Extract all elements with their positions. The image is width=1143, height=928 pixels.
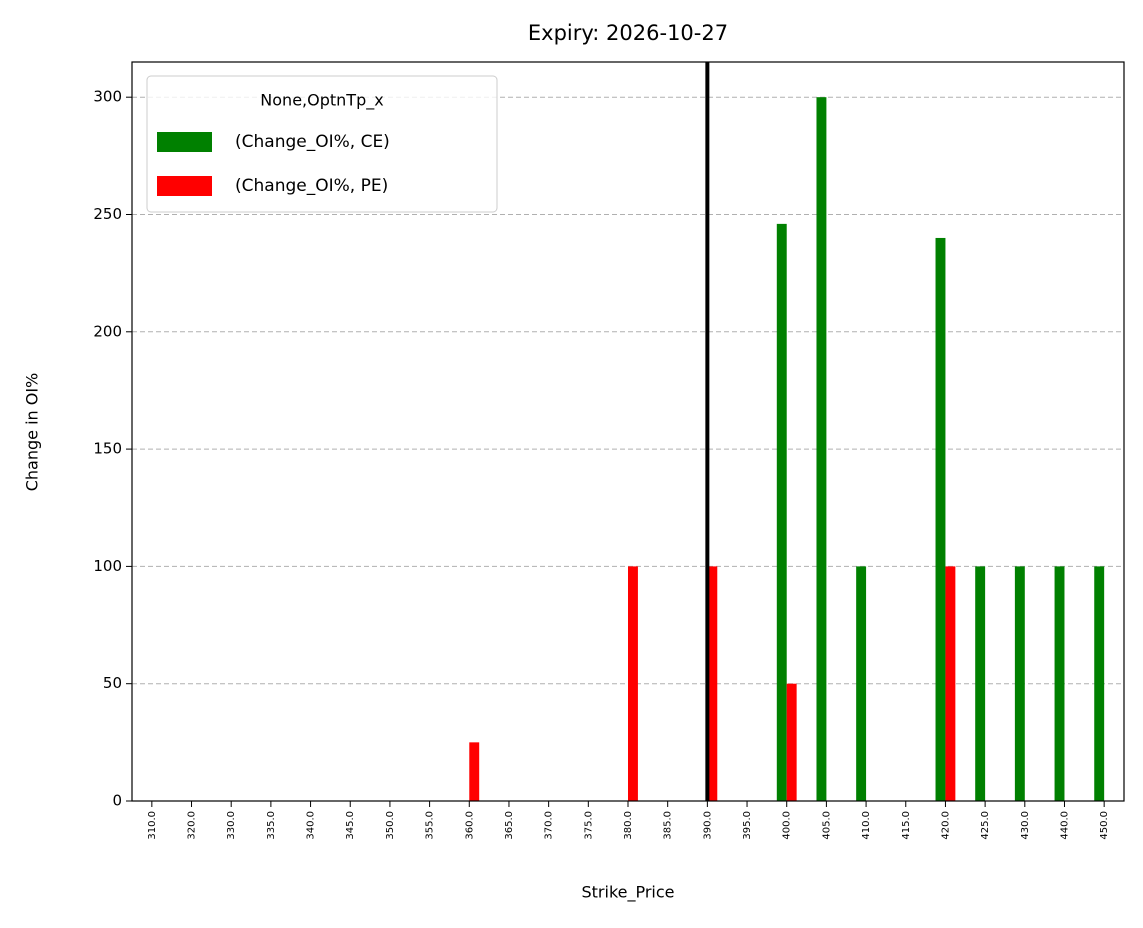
x-tick-label: 425.0 xyxy=(980,811,991,840)
y-tick-label: 150 xyxy=(93,440,122,458)
x-tick-label: 345.0 xyxy=(345,811,356,840)
legend-box xyxy=(146,75,498,213)
bar xyxy=(975,566,986,801)
x-tick-label: 330.0 xyxy=(226,811,237,840)
y-tick-label: 0 xyxy=(112,792,122,810)
bar xyxy=(786,683,797,801)
x-tick-label: 385.0 xyxy=(663,811,674,840)
bar xyxy=(935,237,946,801)
y-tick-label: 100 xyxy=(93,557,122,575)
bar xyxy=(628,566,638,801)
x-tick-label: 430.0 xyxy=(1020,811,1031,840)
x-tick-label: 355.0 xyxy=(425,811,436,840)
legend-label: (Change_OI%, PE) xyxy=(235,176,388,196)
x-tick-label: 395.0 xyxy=(742,811,753,840)
x-tick-label: 320.0 xyxy=(187,811,198,840)
x-tick-label: 360.0 xyxy=(464,811,475,840)
x-tick-label: 400.0 xyxy=(782,811,793,840)
bar xyxy=(1014,566,1025,801)
bar xyxy=(776,223,787,801)
y-tick-label: 300 xyxy=(93,88,122,106)
x-tick-label: 390.0 xyxy=(702,811,713,840)
legend-label: (Change_OI%, CE) xyxy=(235,132,390,152)
x-tick-label: 335.0 xyxy=(266,811,277,840)
x-tick-label: 365.0 xyxy=(504,811,515,840)
x-tick-label: 310.0 xyxy=(147,811,158,840)
x-tick-label: 420.0 xyxy=(940,811,951,840)
y-axis-label: Change in OI% xyxy=(23,373,42,492)
bar xyxy=(816,97,827,801)
bar xyxy=(945,566,956,801)
y-tick-label: 200 xyxy=(93,322,122,340)
plot-frame xyxy=(131,61,1125,802)
x-tick-label: 440.0 xyxy=(1059,811,1070,840)
y-tick-label: 250 xyxy=(93,205,122,223)
x-tick-label: 350.0 xyxy=(385,811,396,840)
bar xyxy=(707,566,718,801)
bar xyxy=(1054,566,1065,801)
x-tick-label: 380.0 xyxy=(623,811,634,840)
x-tick-label: 340.0 xyxy=(306,811,317,840)
legend-swatch xyxy=(157,176,212,196)
chart-title: Expiry: 2026-10-27 xyxy=(528,21,728,45)
x-tick-label: 415.0 xyxy=(901,811,912,840)
x-tick-label: 410.0 xyxy=(861,811,872,840)
legend-swatch xyxy=(157,132,212,152)
x-tick-label: 375.0 xyxy=(583,811,594,840)
bar xyxy=(1094,566,1105,801)
x-tick-label: 450.0 xyxy=(1099,811,1110,840)
bar xyxy=(469,742,480,801)
x-tick-label: 405.0 xyxy=(821,811,832,840)
x-tick-label: 370.0 xyxy=(544,811,555,840)
bar xyxy=(856,566,867,801)
x-axis-label: Strike_Price xyxy=(581,883,674,903)
legend-title: None,OptnTp_x xyxy=(260,91,383,111)
y-tick-label: 50 xyxy=(103,674,122,692)
